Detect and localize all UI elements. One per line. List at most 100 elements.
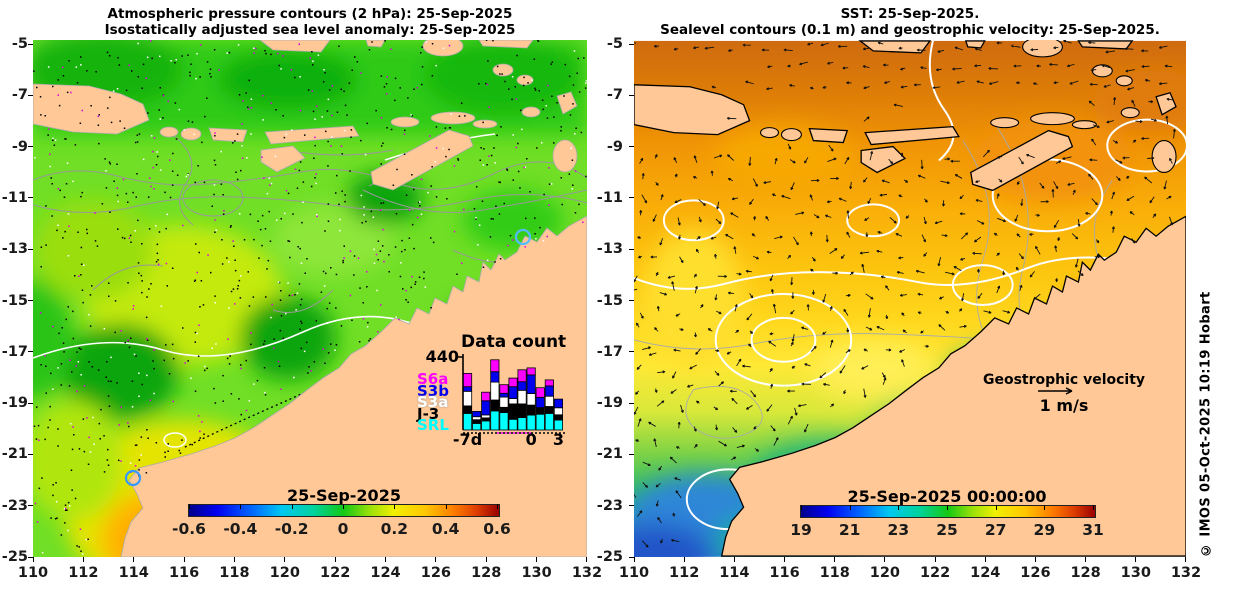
right-colorbar (800, 505, 1096, 518)
x-axis-tick (183, 557, 185, 562)
y-axis-tick (28, 556, 33, 558)
x-tick-label-right: 130 (1120, 565, 1151, 581)
x-tick-label-right: 120 (869, 565, 901, 581)
colorbar-tick (849, 505, 851, 510)
colorbar-tick-label: 25 (936, 521, 958, 539)
data-count-inset: Data count 440 S6a S3b S3a J-3 SRL -7d 0 3 (405, 332, 595, 450)
y-tick-label-left: -19 (1, 395, 28, 412)
x-axis-tick (1085, 557, 1087, 562)
y-tick-label-left: -7 (11, 87, 28, 104)
colorbar-tick (291, 504, 293, 509)
x-axis-tick (884, 557, 886, 562)
inset-legend-s6a: S6a (417, 370, 449, 388)
x-axis-tick (284, 557, 286, 562)
inset-legend-j-3: J-3 (417, 404, 440, 423)
x-tick-label-right: 116 (769, 565, 800, 581)
x-tick-label-left: 116 (168, 565, 200, 581)
x-tick-label-right: 112 (669, 565, 700, 581)
y-axis-tick (28, 197, 33, 199)
y-tick-label-left: -15 (1, 292, 28, 309)
colorbar-tick-label: -0.6 (172, 520, 206, 538)
x-axis-tick (1034, 557, 1036, 562)
x-tick-label-left: 120 (269, 565, 300, 581)
x-tick-label-right: 122 (919, 565, 951, 581)
y-axis-tick (629, 94, 634, 96)
x-tick-label-left: 130 (521, 565, 552, 581)
colorbar-tick-label: 23 (887, 521, 910, 539)
colorbar-tick-label: 31 (1082, 521, 1104, 539)
x-tick-label-right: 124 (970, 565, 1001, 581)
y-tick-label-left: -5 (11, 36, 28, 52)
y-axis-tick (629, 197, 634, 199)
y-axis-tick (28, 351, 33, 353)
colorbar-tick-label: 0.2 (380, 520, 409, 538)
x-axis-tick (435, 557, 437, 562)
y-axis-tick (629, 146, 634, 148)
right-colorbar-title: 25-Sep-2025 00:00:00 (847, 487, 1047, 506)
x-axis-tick (32, 557, 34, 562)
inset-ymax-label: 440 (425, 347, 459, 366)
right-panel-title-line2: Sealevel contours (0.1 m) and geostrophi… (660, 22, 1160, 38)
y-tick-label-right: -21 (596, 446, 623, 463)
y-axis-tick (28, 402, 33, 404)
x-tick-label-right: 128 (1070, 565, 1101, 581)
inset-legend-s3a: S3a (417, 393, 449, 411)
colorbar-tick-label: -0.2 (274, 520, 309, 538)
colorbar-tick-label: 21 (838, 521, 861, 539)
sea-level-anomaly-map[interactable] (33, 40, 587, 557)
y-axis-tick (629, 43, 634, 45)
y-axis-tick (629, 248, 634, 250)
x-axis-tick (334, 557, 336, 562)
colorbar-tick-label: -0.4 (223, 520, 258, 538)
x-axis-tick (1185, 557, 1187, 562)
x-tick-label-right: 126 (1020, 565, 1051, 581)
colorbar-tick (394, 504, 396, 509)
inset-x-label: -7d (452, 430, 483, 449)
x-tick-label-left: 122 (320, 565, 351, 581)
y-tick-label-right: -15 (596, 292, 623, 309)
x-axis-tick (82, 557, 84, 562)
y-axis-tick (629, 556, 634, 558)
x-tick-label-left: 126 (420, 565, 452, 581)
colorbar-tick (189, 504, 190, 509)
x-axis-tick (733, 557, 735, 562)
x-tick-label-right: 114 (719, 565, 750, 581)
inset-x-label: 3 (552, 430, 565, 449)
y-axis-tick (28, 505, 33, 507)
velocity-scale-arrow-icon (1038, 387, 1073, 395)
x-tick-label-left: 124 (370, 565, 401, 581)
y-tick-label-right: -7 (606, 87, 623, 104)
right-panel-title-line1: SST: 25-Sep-2025. (840, 6, 980, 22)
colorbar-tick (801, 505, 802, 510)
inset-x-label: 0 (525, 430, 537, 449)
x-axis-tick (834, 557, 836, 562)
colorbar-tick (240, 504, 242, 509)
colorbar-tick (995, 505, 997, 510)
sst-map[interactable] (634, 40, 1186, 557)
y-axis-tick (629, 505, 634, 507)
colorbar-tick-label: 19 (790, 521, 812, 539)
y-tick-label-left: -25 (1, 549, 28, 565)
y-tick-label-left: -21 (1, 446, 28, 463)
left-colorbar (188, 504, 500, 517)
y-axis-tick (28, 248, 33, 250)
x-axis-tick (233, 557, 235, 562)
x-axis-tick (385, 557, 387, 562)
y-tick-label-right: -23 (596, 497, 623, 514)
x-tick-label-left: 128 (471, 565, 502, 581)
colorbar-tick-label: 0.4 (431, 520, 460, 538)
colorbar-tick (1093, 505, 1094, 510)
y-tick-label-left: -23 (1, 497, 28, 514)
colorbar-tick (1044, 505, 1046, 510)
y-axis-tick (629, 402, 634, 404)
y-tick-label-left: -13 (1, 241, 28, 258)
x-tick-label-right: 132 (1170, 565, 1202, 581)
y-axis-tick (28, 43, 33, 45)
y-tick-label-right: -19 (596, 395, 623, 412)
x-axis-tick (133, 557, 135, 562)
x-axis-tick (586, 557, 588, 562)
y-axis-tick (28, 146, 33, 148)
y-tick-label-right: -5 (606, 36, 623, 52)
data-count-histogram (458, 354, 567, 434)
